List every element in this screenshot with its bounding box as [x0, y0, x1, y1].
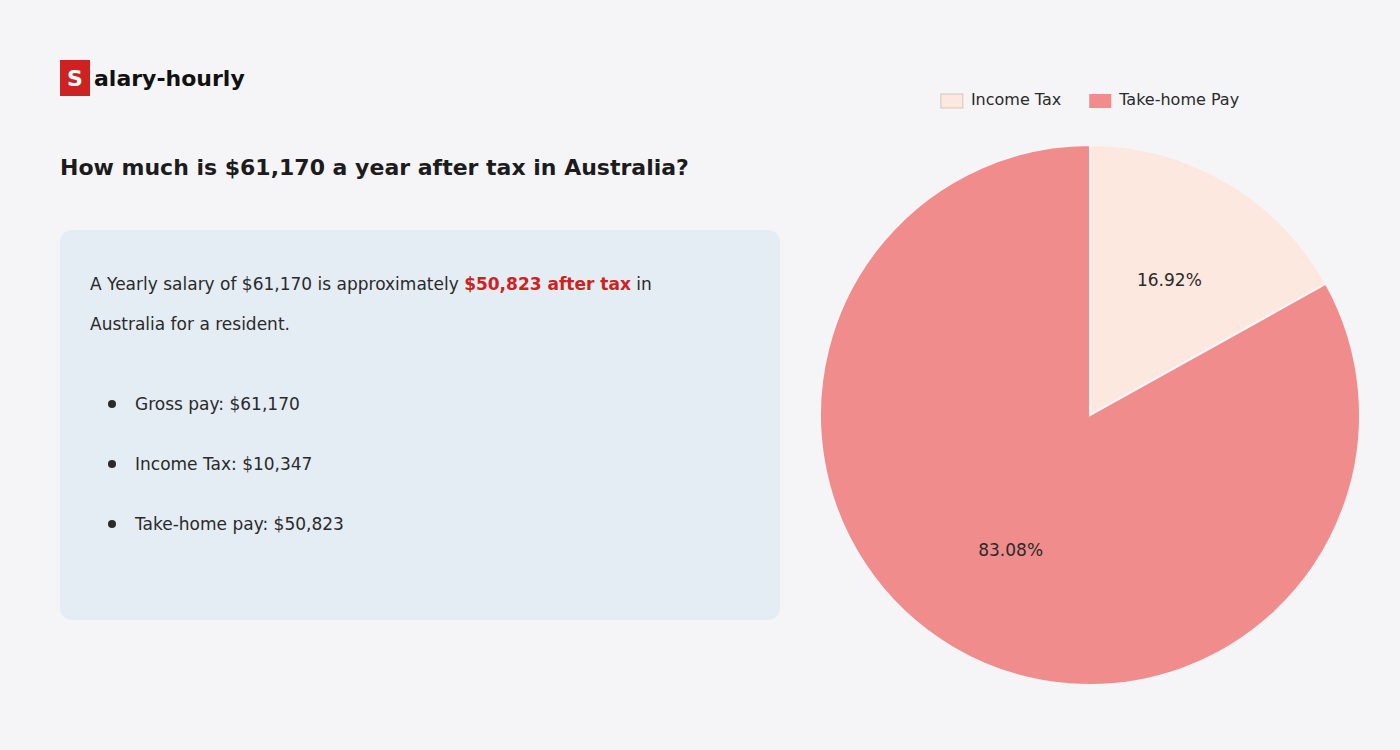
data-label: 83.08%: [978, 540, 1043, 560]
legend-label: Take-home Pay: [1118, 90, 1239, 109]
legend-swatch: [941, 94, 963, 108]
logo-letter: S: [67, 66, 83, 91]
bullet: [108, 460, 116, 468]
highlight: $50,823 after tax: [464, 274, 631, 294]
bullet: [108, 400, 116, 408]
legend-swatch: [1089, 94, 1111, 108]
legend-item: Take-home Pay: [1089, 90, 1239, 109]
legend-item: Income Tax: [941, 90, 1061, 109]
paragraph-text: in: [631, 274, 652, 294]
data-labels: 16.92% 83.08%: [978, 270, 1202, 560]
logo-box: [60, 60, 90, 96]
background: [0, 0, 1400, 750]
legend: Income Tax Take-home Pay: [941, 90, 1239, 109]
title: How much is $61,170 a year after tax in …: [60, 155, 689, 180]
paragraph-text: A Yearly salary of $61,170 is approximat…: [90, 274, 464, 294]
page: Salary-hourly How much is $61,170 a year …: [0, 0, 1400, 750]
logo-text: alary-hourly: [94, 66, 245, 91]
pie-slice: [820, 145, 1360, 685]
legend-label: Income Tax: [971, 90, 1061, 109]
bullet: [108, 520, 116, 528]
bullet-item: Income Tax: $10,347: [135, 454, 312, 474]
bullet-item: Gross pay: $61,170: [135, 394, 300, 414]
paragraph-line: Australia for a resident.: [90, 314, 290, 334]
pie: [820, 145, 1360, 685]
data-label: 16.92%: [1137, 270, 1202, 290]
info-box: [60, 230, 780, 620]
bullet-item: Take-home pay: $50,823: [134, 514, 344, 534]
paragraph-line: A Yearly salary of $61,170 is approximat…: [90, 274, 652, 294]
